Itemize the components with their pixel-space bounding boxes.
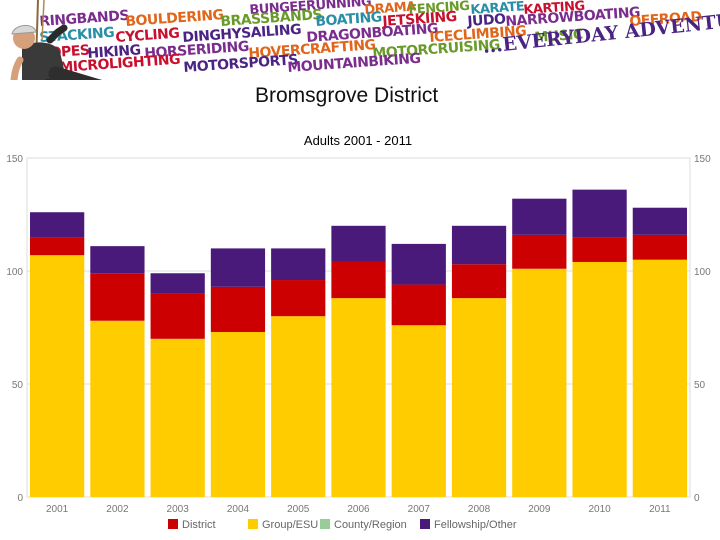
x-tick-label: 2001 (46, 504, 69, 515)
bar-group-esu-2003 (150, 338, 205, 497)
legend-swatch-county-region (320, 519, 330, 529)
legend-swatch-group-esu (248, 519, 258, 529)
bar-group-esu-2002 (90, 320, 145, 497)
bar-group-esu-2009 (512, 268, 567, 497)
bar-district-2001 (30, 237, 85, 256)
bar-district-2010 (572, 237, 627, 262)
chart-title: Adults 2001 - 2011 (304, 133, 412, 148)
bars (30, 189, 687, 497)
x-tick-label: 2004 (227, 504, 250, 515)
bar-group-esu-2001 (30, 255, 85, 497)
bar-fellowship-other-2011 (632, 207, 687, 235)
bar-group-esu-2008 (451, 298, 507, 497)
bar-district-2007 (391, 284, 446, 326)
x-tick-label: 2005 (287, 504, 310, 515)
bar-group-esu-2006 (331, 298, 386, 497)
legend-label: County/Region (334, 519, 407, 531)
axes: 0 0 50 50 100 100 150 150 2001 2002 2003 2004 2005 20… (6, 154, 711, 515)
y-tick-label-right: 100 (694, 267, 711, 278)
y-tick-label-right: 50 (694, 380, 706, 391)
y-tick-label-left: 100 (6, 267, 23, 278)
bar-fellowship-other-2002 (90, 246, 145, 274)
bar-group-esu-2011 (632, 259, 687, 497)
bar-district-2004 (210, 286, 266, 333)
legend-label: Group/ESU (262, 519, 318, 531)
y-tick-label-left: 50 (12, 380, 24, 391)
bar-district-2005 (271, 280, 326, 317)
bar-group-esu-2004 (210, 332, 266, 497)
bar-district-2002 (90, 273, 145, 321)
bar-fellowship-other-2010 (572, 189, 627, 238)
bar-district-2011 (632, 234, 687, 260)
x-tick-label: 2011 (649, 504, 671, 515)
y-tick-label-left: 0 (17, 493, 23, 504)
y-tick-label-left: 150 (6, 154, 23, 165)
y-tick-label-right: 150 (694, 154, 711, 165)
bar-group-esu-2005 (271, 316, 326, 497)
bar-group-esu-2007 (391, 325, 446, 497)
legend-label: Fellowship/Other (434, 519, 517, 531)
climber-photo (10, 0, 103, 80)
bar-district-2008 (451, 264, 507, 299)
x-tick-label: 2008 (468, 504, 491, 515)
legend-label: District (182, 519, 216, 531)
legend-swatch-district (168, 519, 178, 529)
x-tick-label: 2010 (588, 504, 611, 515)
bar-fellowship-other-2001 (30, 212, 85, 238)
stacked-bar-chart: Adults 2001 - 2011 0 0 50 50 100 100 150 150 200… (6, 133, 711, 531)
bar-district-2006 (331, 261, 386, 299)
bar-group-esu-2010 (572, 261, 627, 497)
bar-district-2003 (150, 293, 205, 339)
activities-banner: BUNGEERUNNING DRAMA FENCING KARATE KARTING RI… (0, 0, 720, 80)
x-tick-label: 2006 (347, 504, 370, 515)
bar-fellowship-other-2003 (150, 273, 205, 294)
x-tick-label: 2009 (528, 504, 551, 515)
bar-district-2009 (512, 234, 567, 269)
legend: District Group/ESU County/Region Fellowship… (168, 519, 517, 531)
legend-swatch-fellowship-other (420, 519, 430, 529)
bar-fellowship-other-2004 (210, 248, 266, 287)
bar-fellowship-other-2007 (391, 243, 446, 285)
bar-fellowship-other-2009 (512, 198, 567, 235)
x-tick-label: 2007 (408, 504, 431, 515)
slide-title: Bromsgrove District (255, 84, 439, 107)
x-tick-label: 2002 (106, 504, 129, 515)
bar-fellowship-other-2006 (331, 225, 386, 262)
bar-fellowship-other-2005 (271, 248, 326, 281)
y-tick-label-right: 0 (694, 493, 700, 504)
bar-fellowship-other-2008 (451, 225, 507, 265)
x-tick-label: 2003 (167, 504, 190, 515)
